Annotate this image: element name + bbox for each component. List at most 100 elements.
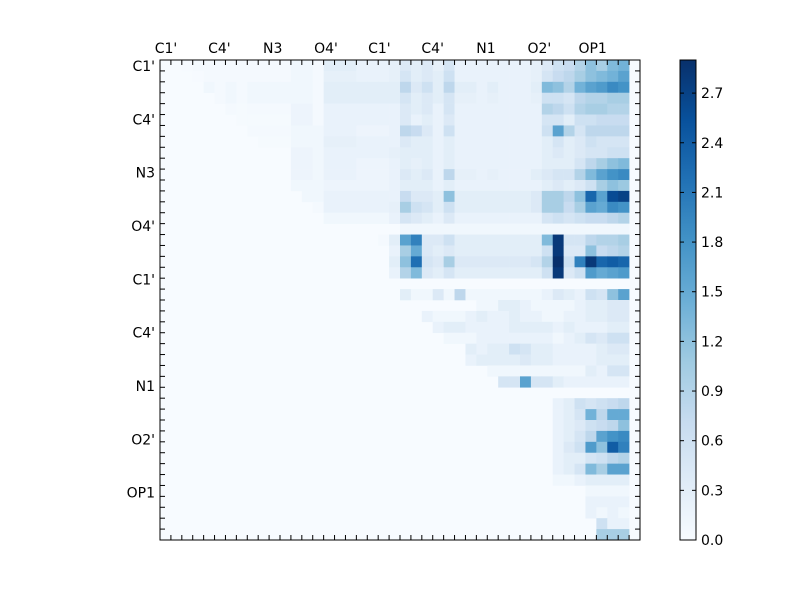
heatmap-cell (400, 136, 412, 148)
heatmap-cell (280, 81, 292, 94)
heatmap-cell (476, 201, 488, 214)
heatmap-cell (312, 92, 324, 104)
heatmap-cell (541, 60, 554, 72)
heatmap-cell (607, 321, 619, 334)
heatmap-cell (563, 81, 575, 94)
heatmap-cell (552, 212, 564, 224)
heatmap-cell (334, 169, 346, 181)
heatmap-cell (400, 158, 412, 170)
heatmap-cell (378, 125, 390, 137)
heatmap-cell (323, 92, 335, 104)
heatmap-cell (192, 60, 204, 72)
heatmap-cell (574, 310, 586, 323)
heatmap-cell (476, 245, 488, 257)
heatmap-cell (400, 234, 412, 246)
heatmap-cell (280, 136, 292, 148)
heatmap-cell (301, 70, 314, 83)
heatmap-cell (618, 169, 630, 181)
heatmap-cell (476, 70, 488, 83)
heatmap-cell (563, 398, 575, 410)
heatmap-cell (389, 256, 401, 268)
heatmap-cell (563, 70, 575, 83)
heatmap-cell (596, 321, 608, 334)
heatmap-cell (574, 147, 586, 159)
heatmap-cell (443, 114, 455, 126)
heatmap-cell (563, 147, 575, 159)
heatmap-cell (487, 190, 499, 203)
heatmap-cell (618, 321, 630, 334)
heatmap-cell (552, 245, 564, 257)
heatmap-cell (509, 114, 521, 126)
heatmap-cell (410, 180, 423, 192)
heatmap-cell (585, 136, 597, 148)
heatmap-cell (520, 245, 532, 257)
heatmap-cell (410, 289, 423, 301)
heatmap-cell (520, 60, 532, 72)
heatmap-cell (367, 169, 379, 181)
heatmap-cell (421, 70, 434, 83)
heatmap-cell (432, 114, 444, 126)
heatmap-cell (563, 92, 575, 104)
heatmap-cell (541, 267, 554, 279)
heatmap-cell (203, 81, 215, 94)
heatmap-cell (432, 234, 444, 246)
heatmap-cell (618, 310, 630, 323)
heatmap-cell (454, 212, 466, 224)
heatmap-cell (498, 81, 510, 94)
heatmap-cell (607, 420, 619, 432)
heatmap-cell (563, 300, 575, 312)
heatmap-cell (541, 125, 554, 137)
heatmap-cell (596, 103, 608, 115)
heatmap-cell (530, 289, 543, 301)
heatmap-cell (607, 136, 619, 148)
heatmap-cell (378, 169, 390, 181)
heatmap-cell (410, 256, 423, 268)
heatmap-cell (607, 256, 619, 268)
heatmap-cell (563, 256, 575, 268)
heatmap-cell (334, 190, 346, 203)
heatmap-cell (443, 201, 455, 214)
heatmap-cell (607, 267, 619, 279)
heatmap-cell (618, 70, 630, 83)
heatmap-cell (563, 409, 575, 421)
heatmap-cell (552, 147, 564, 159)
heatmap-cell (367, 212, 379, 224)
heatmap-cell (563, 190, 575, 203)
heatmap-cell (541, 289, 554, 301)
x-tick-label: C1' (368, 41, 391, 57)
heatmap-cell (541, 201, 554, 214)
heatmap-cell (487, 256, 499, 268)
heatmap-cell (498, 147, 510, 159)
heatmap-cell (410, 245, 423, 257)
heatmap-cell (607, 103, 619, 115)
heatmap-cell (607, 81, 619, 94)
heatmap-cell (258, 81, 270, 94)
heatmap-cell (607, 158, 619, 170)
heatmap-cell (301, 158, 314, 170)
heatmap-cell (192, 70, 204, 83)
heatmap-cell (400, 245, 412, 257)
heatmap-cell (574, 409, 586, 421)
heatmap-cell (378, 92, 390, 104)
heatmap-cell (312, 180, 324, 192)
heatmap-cell (389, 70, 401, 83)
heatmap-cell (541, 212, 554, 224)
heatmap-cell (465, 103, 477, 115)
heatmap-cell (607, 70, 619, 83)
heatmap-cell (454, 234, 466, 246)
heatmap-cell (509, 234, 521, 246)
heatmap-cell (476, 332, 488, 344)
heatmap-cell (585, 430, 597, 443)
heatmap-cell (574, 125, 586, 137)
heatmap-cell (552, 332, 564, 344)
heatmap-cell (498, 223, 510, 235)
heatmap-cell (574, 136, 586, 148)
heatmap-cell (389, 125, 401, 137)
heatmap-cell (236, 103, 248, 115)
heatmap-cell (487, 169, 499, 181)
heatmap-cell (356, 60, 368, 72)
heatmap-cell (607, 529, 619, 541)
heatmap-cell (596, 136, 608, 148)
heatmap-cell (541, 190, 554, 203)
heatmap-cell (563, 343, 575, 355)
